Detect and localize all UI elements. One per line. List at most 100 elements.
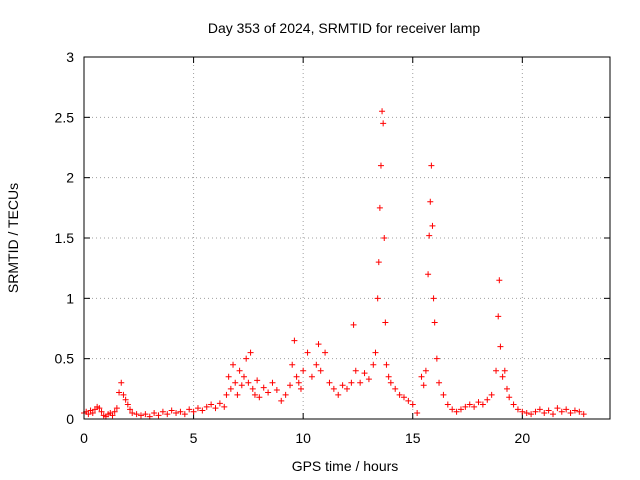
points-layer <box>81 108 587 420</box>
data-point <box>289 361 296 368</box>
data-point <box>350 321 357 328</box>
data-point <box>124 401 131 408</box>
data-point <box>256 394 263 401</box>
data-point <box>444 401 451 408</box>
data-point <box>129 409 136 416</box>
data-point <box>414 409 421 416</box>
data-point <box>223 391 230 398</box>
data-point <box>177 408 184 415</box>
data-point <box>479 401 486 408</box>
y-tick-label: 3 <box>66 49 74 65</box>
data-point <box>523 409 530 416</box>
data-point <box>232 379 239 386</box>
x-tick-label: 5 <box>190 430 198 446</box>
data-point <box>278 397 285 404</box>
data-point <box>495 313 502 320</box>
data-point <box>293 373 300 380</box>
data-point <box>536 406 543 413</box>
data-point <box>190 408 197 415</box>
data-point <box>98 408 105 415</box>
data-point <box>109 412 116 419</box>
data-point <box>440 391 447 398</box>
data-point <box>379 108 386 115</box>
data-point <box>118 379 125 386</box>
data-point <box>164 411 171 418</box>
data-point <box>348 379 355 386</box>
data-point <box>427 198 434 205</box>
data-point <box>304 349 311 356</box>
data-point <box>155 412 162 419</box>
data-point <box>372 349 379 356</box>
data-point <box>127 406 134 413</box>
data-point <box>313 361 320 368</box>
data-point <box>580 411 587 418</box>
data-point <box>227 385 234 392</box>
data-point <box>496 277 503 284</box>
data-point <box>326 379 333 386</box>
y-tick-label: 2.5 <box>55 109 75 125</box>
data-point <box>471 403 478 410</box>
data-point <box>449 406 456 413</box>
data-point <box>425 271 432 278</box>
data-point <box>385 373 392 380</box>
y-axis-title: SRMTID / TECUs <box>5 183 21 293</box>
data-point <box>541 409 548 416</box>
data-point <box>245 379 252 386</box>
data-point <box>428 162 435 169</box>
data-point <box>558 408 565 415</box>
data-point <box>269 379 276 386</box>
data-point <box>377 162 384 169</box>
data-point <box>382 319 389 326</box>
data-point <box>330 385 337 392</box>
data-point <box>488 391 495 398</box>
data-point <box>380 120 387 127</box>
data-point <box>497 343 504 350</box>
data-point <box>116 389 123 396</box>
data-point <box>251 391 258 398</box>
data-point <box>453 408 460 415</box>
data-point <box>375 259 382 266</box>
data-point <box>532 408 539 415</box>
data-point <box>545 407 552 414</box>
data-point <box>484 396 491 403</box>
data-point <box>315 341 322 348</box>
data-point <box>282 391 289 398</box>
data-point <box>194 405 201 412</box>
data-point <box>339 382 346 389</box>
data-point <box>89 409 96 416</box>
data-point <box>113 405 120 412</box>
data-point <box>457 406 464 413</box>
data-point <box>317 367 324 374</box>
data-point <box>208 401 215 408</box>
data-point <box>420 382 427 389</box>
data-point <box>308 373 315 380</box>
data-point <box>563 406 570 413</box>
data-point <box>514 406 521 413</box>
data-point <box>409 401 416 408</box>
data-point <box>383 361 390 368</box>
data-point <box>254 377 261 384</box>
grid-layer <box>84 57 610 419</box>
data-point <box>111 408 118 415</box>
data-point <box>225 373 232 380</box>
data-point <box>260 384 267 391</box>
data-point <box>475 399 482 406</box>
data-point <box>387 379 394 386</box>
data-point <box>85 411 92 418</box>
data-point <box>243 355 250 362</box>
data-point <box>291 337 298 344</box>
data-point <box>96 405 103 412</box>
data-point <box>426 232 433 239</box>
data-point <box>499 373 506 380</box>
x-axis-title: GPS time / hours <box>292 458 399 474</box>
data-point <box>300 367 307 374</box>
ticks-layer: 0 0.5 1 1.5 2 2.5 3 0 5 10 15 20 <box>55 49 610 446</box>
data-point <box>376 204 383 211</box>
data-point <box>199 407 206 414</box>
data-point <box>462 403 469 410</box>
data-point <box>493 367 500 374</box>
data-point <box>396 391 403 398</box>
data-point <box>554 405 561 412</box>
data-point <box>216 400 223 407</box>
data-point <box>433 355 440 362</box>
